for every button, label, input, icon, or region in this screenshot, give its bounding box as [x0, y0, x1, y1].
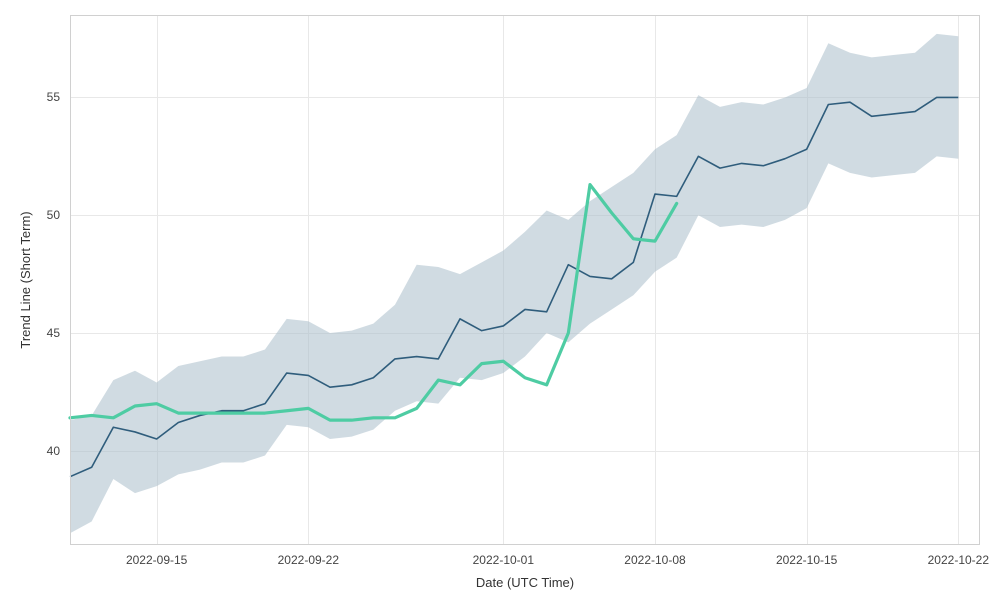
x-tick-label: 2022-10-01	[473, 553, 534, 567]
y-axis-label: Trend Line (Short Term)	[18, 211, 33, 348]
x-axis-label: Date (UTC Time)	[476, 575, 574, 590]
x-tick-label: 2022-10-08	[624, 553, 685, 567]
plot-border	[70, 15, 980, 16]
x-tick-label: 2022-10-15	[776, 553, 837, 567]
x-tick-label: 2022-09-22	[278, 553, 339, 567]
plot-area	[70, 15, 980, 545]
x-tick-label: 2022-09-15	[126, 553, 187, 567]
trend-chart: Trend Line (Short Term) Date (UTC Time) …	[0, 0, 1000, 600]
x-tick-label: 2022-10-22	[928, 553, 989, 567]
plot-border	[70, 15, 71, 545]
series-svg	[70, 15, 980, 545]
plot-border	[70, 544, 980, 545]
plot-border	[979, 15, 980, 545]
confidence-band	[70, 34, 958, 533]
